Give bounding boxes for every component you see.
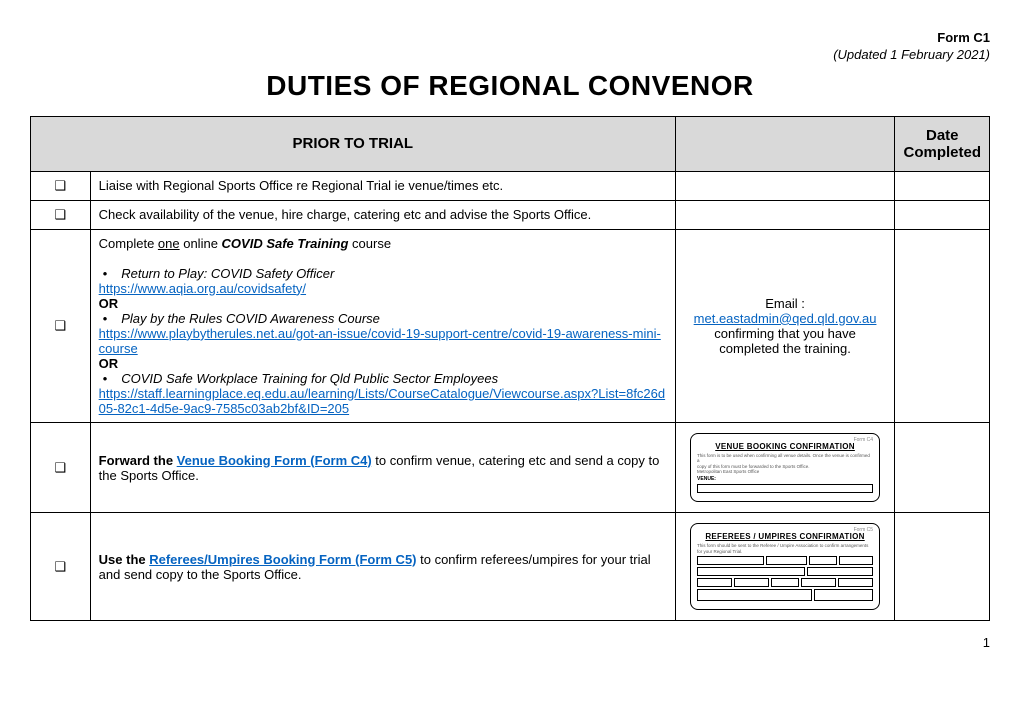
form-number: Form C1 bbox=[937, 30, 990, 45]
referees-form-thumbnail: Form C5 REFEREES / UMPIRES CONFIRMATION … bbox=[690, 523, 880, 610]
extra-cell: Form C4 VENUE BOOKING CONFIRMATION This … bbox=[675, 422, 895, 513]
covid-link-3[interactable]: https://staff.learningplace.eq.edu.au/le… bbox=[99, 386, 665, 416]
form-header: Form C1 (Updated 1 February 2021) bbox=[30, 30, 990, 64]
date-cell[interactable] bbox=[895, 171, 990, 200]
covid-option-2: Play by the Rules COVID Awareness Course bbox=[99, 311, 667, 326]
checkbox-icon[interactable]: ❑ bbox=[31, 200, 91, 229]
task-text: Check availability of the venue, hire ch… bbox=[90, 200, 675, 229]
or-text: OR bbox=[99, 296, 119, 311]
table-row: ❑ Liaise with Regional Sports Office re … bbox=[31, 171, 990, 200]
covid-link-1[interactable]: https://www.aqia.org.au/covidsafety/ bbox=[99, 281, 306, 296]
r4-pre: Forward the bbox=[99, 453, 177, 468]
date-cell[interactable] bbox=[895, 513, 990, 621]
table-row: ❑ Forward the Venue Booking Form (Form C… bbox=[31, 422, 990, 513]
extra-cell bbox=[675, 171, 895, 200]
page-number: 1 bbox=[30, 635, 990, 650]
checkbox-icon[interactable]: ❑ bbox=[31, 229, 91, 422]
header-prior-to-trial: PRIOR TO TRIAL bbox=[31, 116, 676, 171]
covid-link-2[interactable]: https://www.playbytherules.net.au/got-an… bbox=[99, 326, 661, 356]
intro-pre: Complete bbox=[99, 236, 158, 251]
venue-form-thumbnail: Form C4 VENUE BOOKING CONFIRMATION This … bbox=[690, 433, 880, 503]
date-cell[interactable] bbox=[895, 229, 990, 422]
table-header-row: PRIOR TO TRIAL Date Completed bbox=[31, 116, 990, 171]
referees-booking-link[interactable]: Referees/Umpires Booking Form (Form C5) bbox=[149, 552, 416, 567]
header-date-completed: Date Completed bbox=[895, 116, 990, 171]
checkbox-icon[interactable]: ❑ bbox=[31, 171, 91, 200]
table-row: ❑ Check availability of the venue, hire … bbox=[31, 200, 990, 229]
table-row: ❑ Use the Referees/Umpires Booking Form … bbox=[31, 513, 990, 621]
intro-one: one bbox=[158, 236, 180, 251]
extra-cell: Email : met.eastadmin@qed.qld.gov.au con… bbox=[675, 229, 895, 422]
or-text: OR bbox=[99, 356, 119, 371]
covid-option-3: COVID Safe Workplace Training for Qld Pu… bbox=[99, 371, 667, 386]
covid-option-1: Return to Play: COVID Safety Officer bbox=[99, 266, 667, 281]
extra-cell bbox=[675, 200, 895, 229]
task-text: Forward the Venue Booking Form (Form C4)… bbox=[90, 422, 675, 513]
thumb-title: VENUE BOOKING CONFIRMATION bbox=[697, 442, 873, 451]
intro-post: course bbox=[348, 236, 391, 251]
date-cell[interactable] bbox=[895, 422, 990, 513]
venue-booking-link[interactable]: Venue Booking Form (Form C4) bbox=[177, 453, 372, 468]
thumb-label: VENUE: bbox=[697, 476, 873, 482]
task-text: Use the Referees/Umpires Booking Form (F… bbox=[90, 513, 675, 621]
duties-table: PRIOR TO TRIAL Date Completed ❑ Liaise w… bbox=[30, 116, 990, 621]
extra-cell: Form C5 REFEREES / UMPIRES CONFIRMATION … bbox=[675, 513, 895, 621]
email-label: Email : bbox=[765, 296, 805, 311]
thumb-title: REFEREES / UMPIRES CONFIRMATION bbox=[697, 532, 873, 541]
header-blank bbox=[675, 116, 895, 171]
task-text: Liaise with Regional Sports Office re Re… bbox=[90, 171, 675, 200]
form-updated: (Updated 1 February 2021) bbox=[833, 47, 990, 62]
r5-pre: Use the bbox=[99, 552, 150, 567]
email-link[interactable]: met.eastadmin@qed.qld.gov.au bbox=[694, 311, 877, 326]
checkbox-icon[interactable]: ❑ bbox=[31, 422, 91, 513]
intro-course: COVID Safe Training bbox=[222, 236, 349, 251]
page-title: DUTIES OF REGIONAL CONVENOR bbox=[30, 70, 990, 102]
table-row: ❑ Complete one online COVID Safe Trainin… bbox=[31, 229, 990, 422]
task-text: Complete one online COVID Safe Training … bbox=[90, 229, 675, 422]
checkbox-icon[interactable]: ❑ bbox=[31, 513, 91, 621]
email-after: confirming that you have completed the t… bbox=[714, 326, 856, 356]
date-cell[interactable] bbox=[895, 200, 990, 229]
intro-mid: online bbox=[180, 236, 222, 251]
